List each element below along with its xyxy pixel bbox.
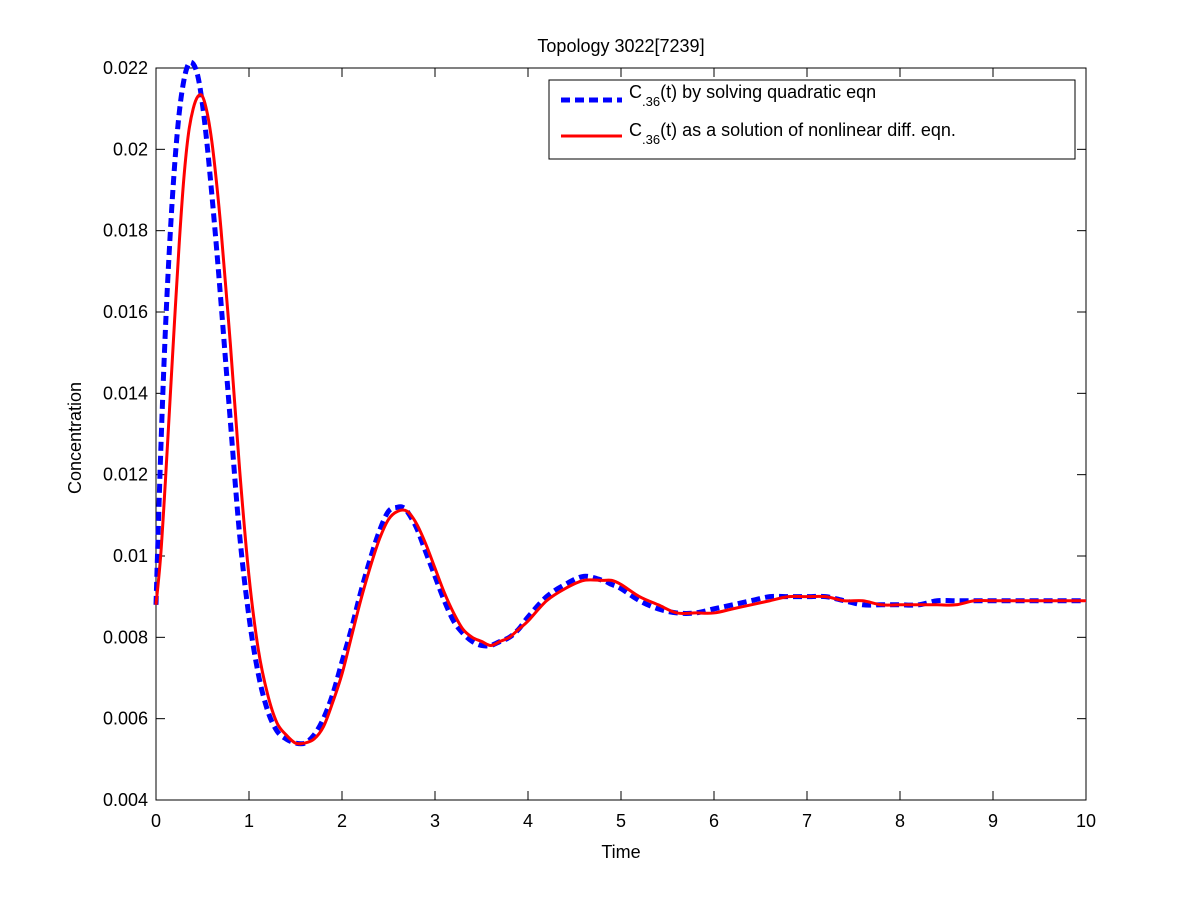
x-tick-label: 1 — [244, 811, 254, 831]
x-tick-label: 0 — [151, 811, 161, 831]
legend-label-nonlinear: C.36(t) as a solution of nonlinear diff.… — [629, 120, 956, 147]
y-tick-label: 0.014 — [103, 383, 148, 403]
x-tick-label: 9 — [988, 811, 998, 831]
y-tick-label: 0.012 — [103, 465, 148, 485]
y-tick-label: 0.018 — [103, 221, 148, 241]
y-tick-label: 0.01 — [113, 546, 148, 566]
y-tick-label: 0.004 — [103, 790, 148, 810]
series-layer — [153, 59, 1086, 747]
y-tick-label: 0.022 — [103, 58, 148, 78]
legend-entry-quadratic: C.36(t) by solving quadratic eqn — [561, 82, 876, 109]
x-tick-label: 8 — [895, 811, 905, 831]
series-line-nonlinear — [154, 93, 1086, 746]
x-tick-labels: 0 1 2 3 4 5 6 7 8 9 10 — [151, 811, 1096, 831]
axis-ticks — [155, 67, 1087, 801]
x-tick-label: 6 — [709, 811, 719, 831]
x-axis-label: Time — [601, 842, 640, 862]
x-tick-label: 7 — [802, 811, 812, 831]
y-tick-label: 0.016 — [103, 302, 148, 322]
legend: C.36(t) by solving quadratic eqn C.36(t)… — [548, 79, 1076, 160]
y-axis-label: Concentration — [65, 382, 85, 494]
y-tick-label: 0.006 — [103, 709, 148, 729]
series-line-quadratic — [153, 59, 1086, 747]
y-tick-label: 0.02 — [113, 139, 148, 159]
x-tick-label: 5 — [616, 811, 626, 831]
y-tick-labels: 0.004 0.006 0.008 0.01 0.012 0.014 0.016 0.018 0… — [103, 58, 148, 810]
legend-box — [548, 79, 1076, 160]
x-tick-label: 3 — [430, 811, 440, 831]
legend-label-quadratic: C.36(t) by solving quadratic eqn — [629, 82, 876, 109]
legend-entry-nonlinear: C.36(t) as a solution of nonlinear diff.… — [561, 120, 956, 147]
x-tick-label: 2 — [337, 811, 347, 831]
y-tick-label: 0.008 — [103, 627, 148, 647]
x-tick-label: 4 — [523, 811, 533, 831]
x-tick-label: 10 — [1076, 811, 1096, 831]
chart-title: Topology 3022[7239] — [537, 36, 704, 56]
